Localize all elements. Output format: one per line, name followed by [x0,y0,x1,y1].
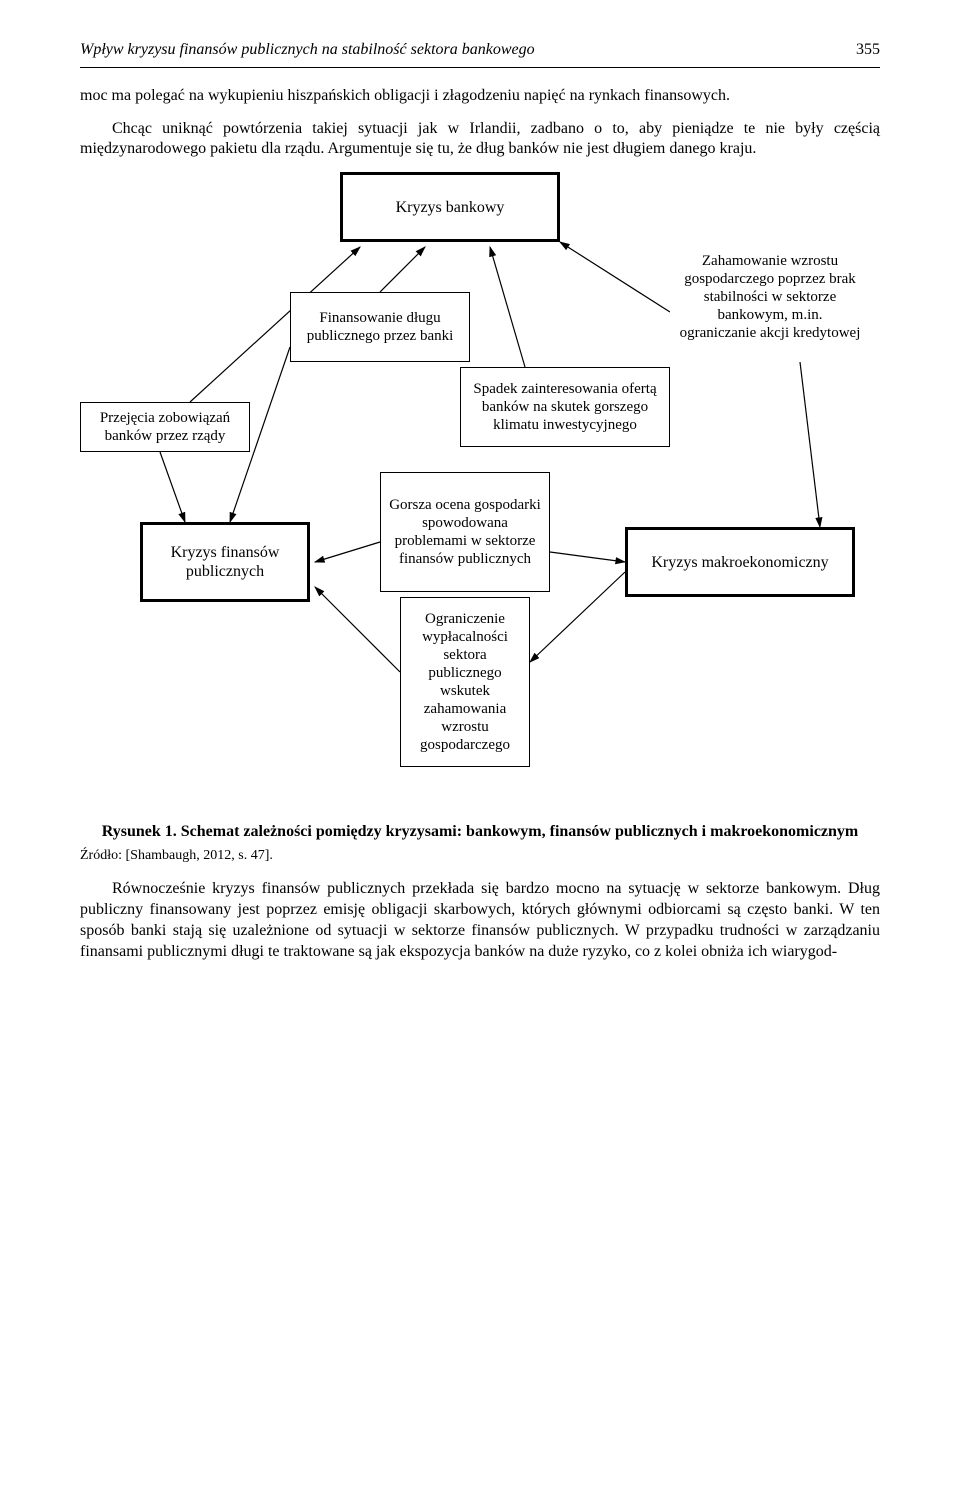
header-rule [80,67,880,68]
diagram-box-przejecia: Przejęcia zobowiązań banków przez rządy [80,402,250,452]
diagram-box-label: Kryzys finansów publicznych [149,543,301,581]
paragraph-2: Chcąc uniknąć powtórzenia takiej sytuacj… [80,119,880,161]
figure-source: Źródło: [Shambaugh, 2012, s. 47]. [80,847,880,865]
figure-caption: Rysunek 1. Schemat zależności pomiędzy k… [80,822,880,843]
diagram-box-zahamowanie: Zahamowanie wzrostu gospodarczego poprze… [670,232,870,362]
diagram-box-label: Kryzys makroekonomiczny [651,553,828,572]
paragraph-1: moc ma polegać na wykupieniu hiszpańskic… [80,86,880,107]
running-title: Wpływ kryzysu finansów publicznych na st… [80,40,535,61]
diagram-box-spadek: Spadek zainteresowania ofertą banków na … [460,367,670,447]
diagram-box-label: Kryzys bankowy [396,198,505,217]
diagram-box-kryzys-finansow: Kryzys finansów publicznych [140,522,310,602]
diagram-box-finansowanie: Finansowanie długu publicznego przez ban… [290,292,470,362]
page-number: 355 [856,40,880,61]
paragraph-3: Równocześnie kryzys finansów publicznych… [80,879,880,962]
diagram-box-kryzys-bankowy: Kryzys bankowy [340,172,560,242]
crisis-diagram: Kryzys bankowy Finansowanie długu publicz… [80,172,880,812]
diagram-box-gorsza: Gorsza ocena gospodarki spowodowana prob… [380,472,550,592]
diagram-box-kryzys-makro: Kryzys makroekonomiczny [625,527,855,597]
running-head: Wpływ kryzysu finansów publicznych na st… [80,40,880,61]
diagram-box-ograniczenie: Ograniczenie wypłacalności sektora publi… [400,597,530,767]
